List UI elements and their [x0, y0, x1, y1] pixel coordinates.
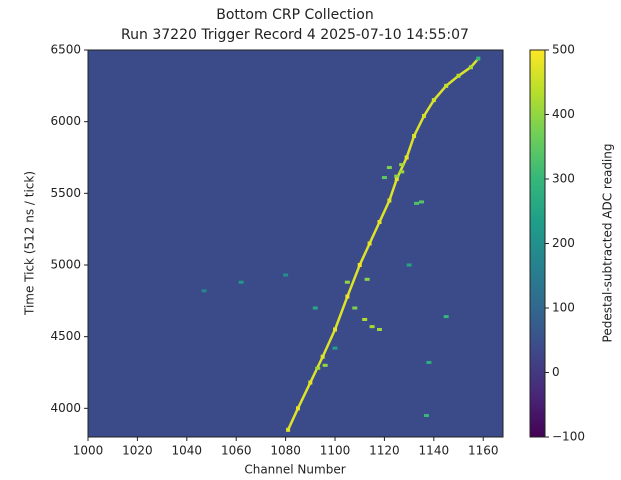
- hit: [283, 273, 289, 277]
- track-hit: [444, 83, 449, 88]
- colorbar-tick-label: −100: [552, 430, 585, 444]
- hit: [426, 360, 432, 364]
- track-hit: [320, 354, 325, 359]
- track-hit: [367, 241, 372, 246]
- hit: [376, 328, 382, 331]
- hit: [394, 174, 400, 178]
- track-hit: [421, 113, 426, 118]
- hit: [238, 280, 244, 284]
- hit: [362, 317, 368, 321]
- y-tick-label: 4000: [50, 401, 81, 415]
- track-hit: [394, 177, 399, 181]
- hit: [418, 200, 424, 204]
- colorbar-tick-label: 200: [552, 236, 575, 250]
- hit: [344, 280, 350, 284]
- track-hit: [468, 65, 473, 70]
- plot-frame: [87, 49, 504, 438]
- y-tick-label: 5000: [50, 258, 81, 272]
- x-tick-label: 1000: [73, 444, 104, 458]
- hit: [315, 366, 321, 370]
- chart-title: Bottom CRP Collection: [216, 7, 373, 23]
- track-hit: [333, 327, 338, 332]
- track-hit: [412, 134, 417, 138]
- x-tick-label: 1120: [369, 444, 400, 458]
- x-tick-label: 1160: [468, 444, 499, 458]
- x-tick-label: 1020: [122, 444, 153, 458]
- y-tick-label: 4500: [50, 329, 81, 343]
- colorbar-tick-label: 100: [552, 301, 575, 315]
- hit: [381, 176, 387, 180]
- colorbar-tick-label: 0: [552, 365, 560, 379]
- hit: [423, 414, 429, 417]
- hit: [406, 263, 412, 267]
- hit: [369, 325, 375, 329]
- hit: [386, 166, 392, 170]
- colorbar-tick-label: 300: [552, 172, 575, 186]
- track-hit: [308, 380, 313, 385]
- hit: [352, 306, 358, 310]
- track-hit: [476, 56, 481, 61]
- chart-subtitle: Run 37220 Trigger Record 4 2025-07-10 14…: [121, 27, 469, 43]
- x-tick-label: 1100: [320, 444, 351, 458]
- track-hit: [286, 427, 291, 432]
- x-tick-label: 1080: [270, 444, 301, 458]
- colorbar: [530, 50, 545, 437]
- hit: [312, 306, 318, 310]
- track-hit: [456, 73, 461, 78]
- hit: [443, 315, 449, 319]
- x-tick-label: 1040: [172, 444, 203, 458]
- x-tick-label: 1140: [419, 444, 450, 458]
- track-hit: [404, 155, 409, 160]
- track-hit: [431, 98, 436, 103]
- hit: [399, 163, 405, 167]
- y-tick-label: 6500: [50, 43, 81, 57]
- track-hit: [387, 198, 392, 203]
- hit: [414, 201, 420, 205]
- colorbar-frame: [529, 49, 546, 438]
- colorbar-tick-label: 500: [552, 43, 575, 57]
- hit: [364, 277, 370, 281]
- hit: [201, 289, 207, 293]
- y-axis-label: Time Tick (512 ns / tick): [23, 171, 37, 316]
- track-hit: [295, 406, 300, 411]
- hit: [332, 346, 338, 350]
- y-tick-label: 6000: [50, 114, 81, 128]
- plot-area: [88, 50, 503, 437]
- hit: [399, 170, 405, 174]
- y-tick-label: 5500: [50, 186, 81, 200]
- x-axis-label: Channel Number: [244, 463, 345, 477]
- colorbar-tick-label: 400: [552, 107, 575, 121]
- hit: [322, 363, 328, 367]
- track-hit: [377, 220, 382, 224]
- track-hit: [357, 263, 362, 267]
- track-hit: [345, 294, 350, 299]
- x-tick-label: 1060: [221, 444, 252, 458]
- colorbar-label: Pedestal-subtracted ADC reading: [601, 144, 615, 343]
